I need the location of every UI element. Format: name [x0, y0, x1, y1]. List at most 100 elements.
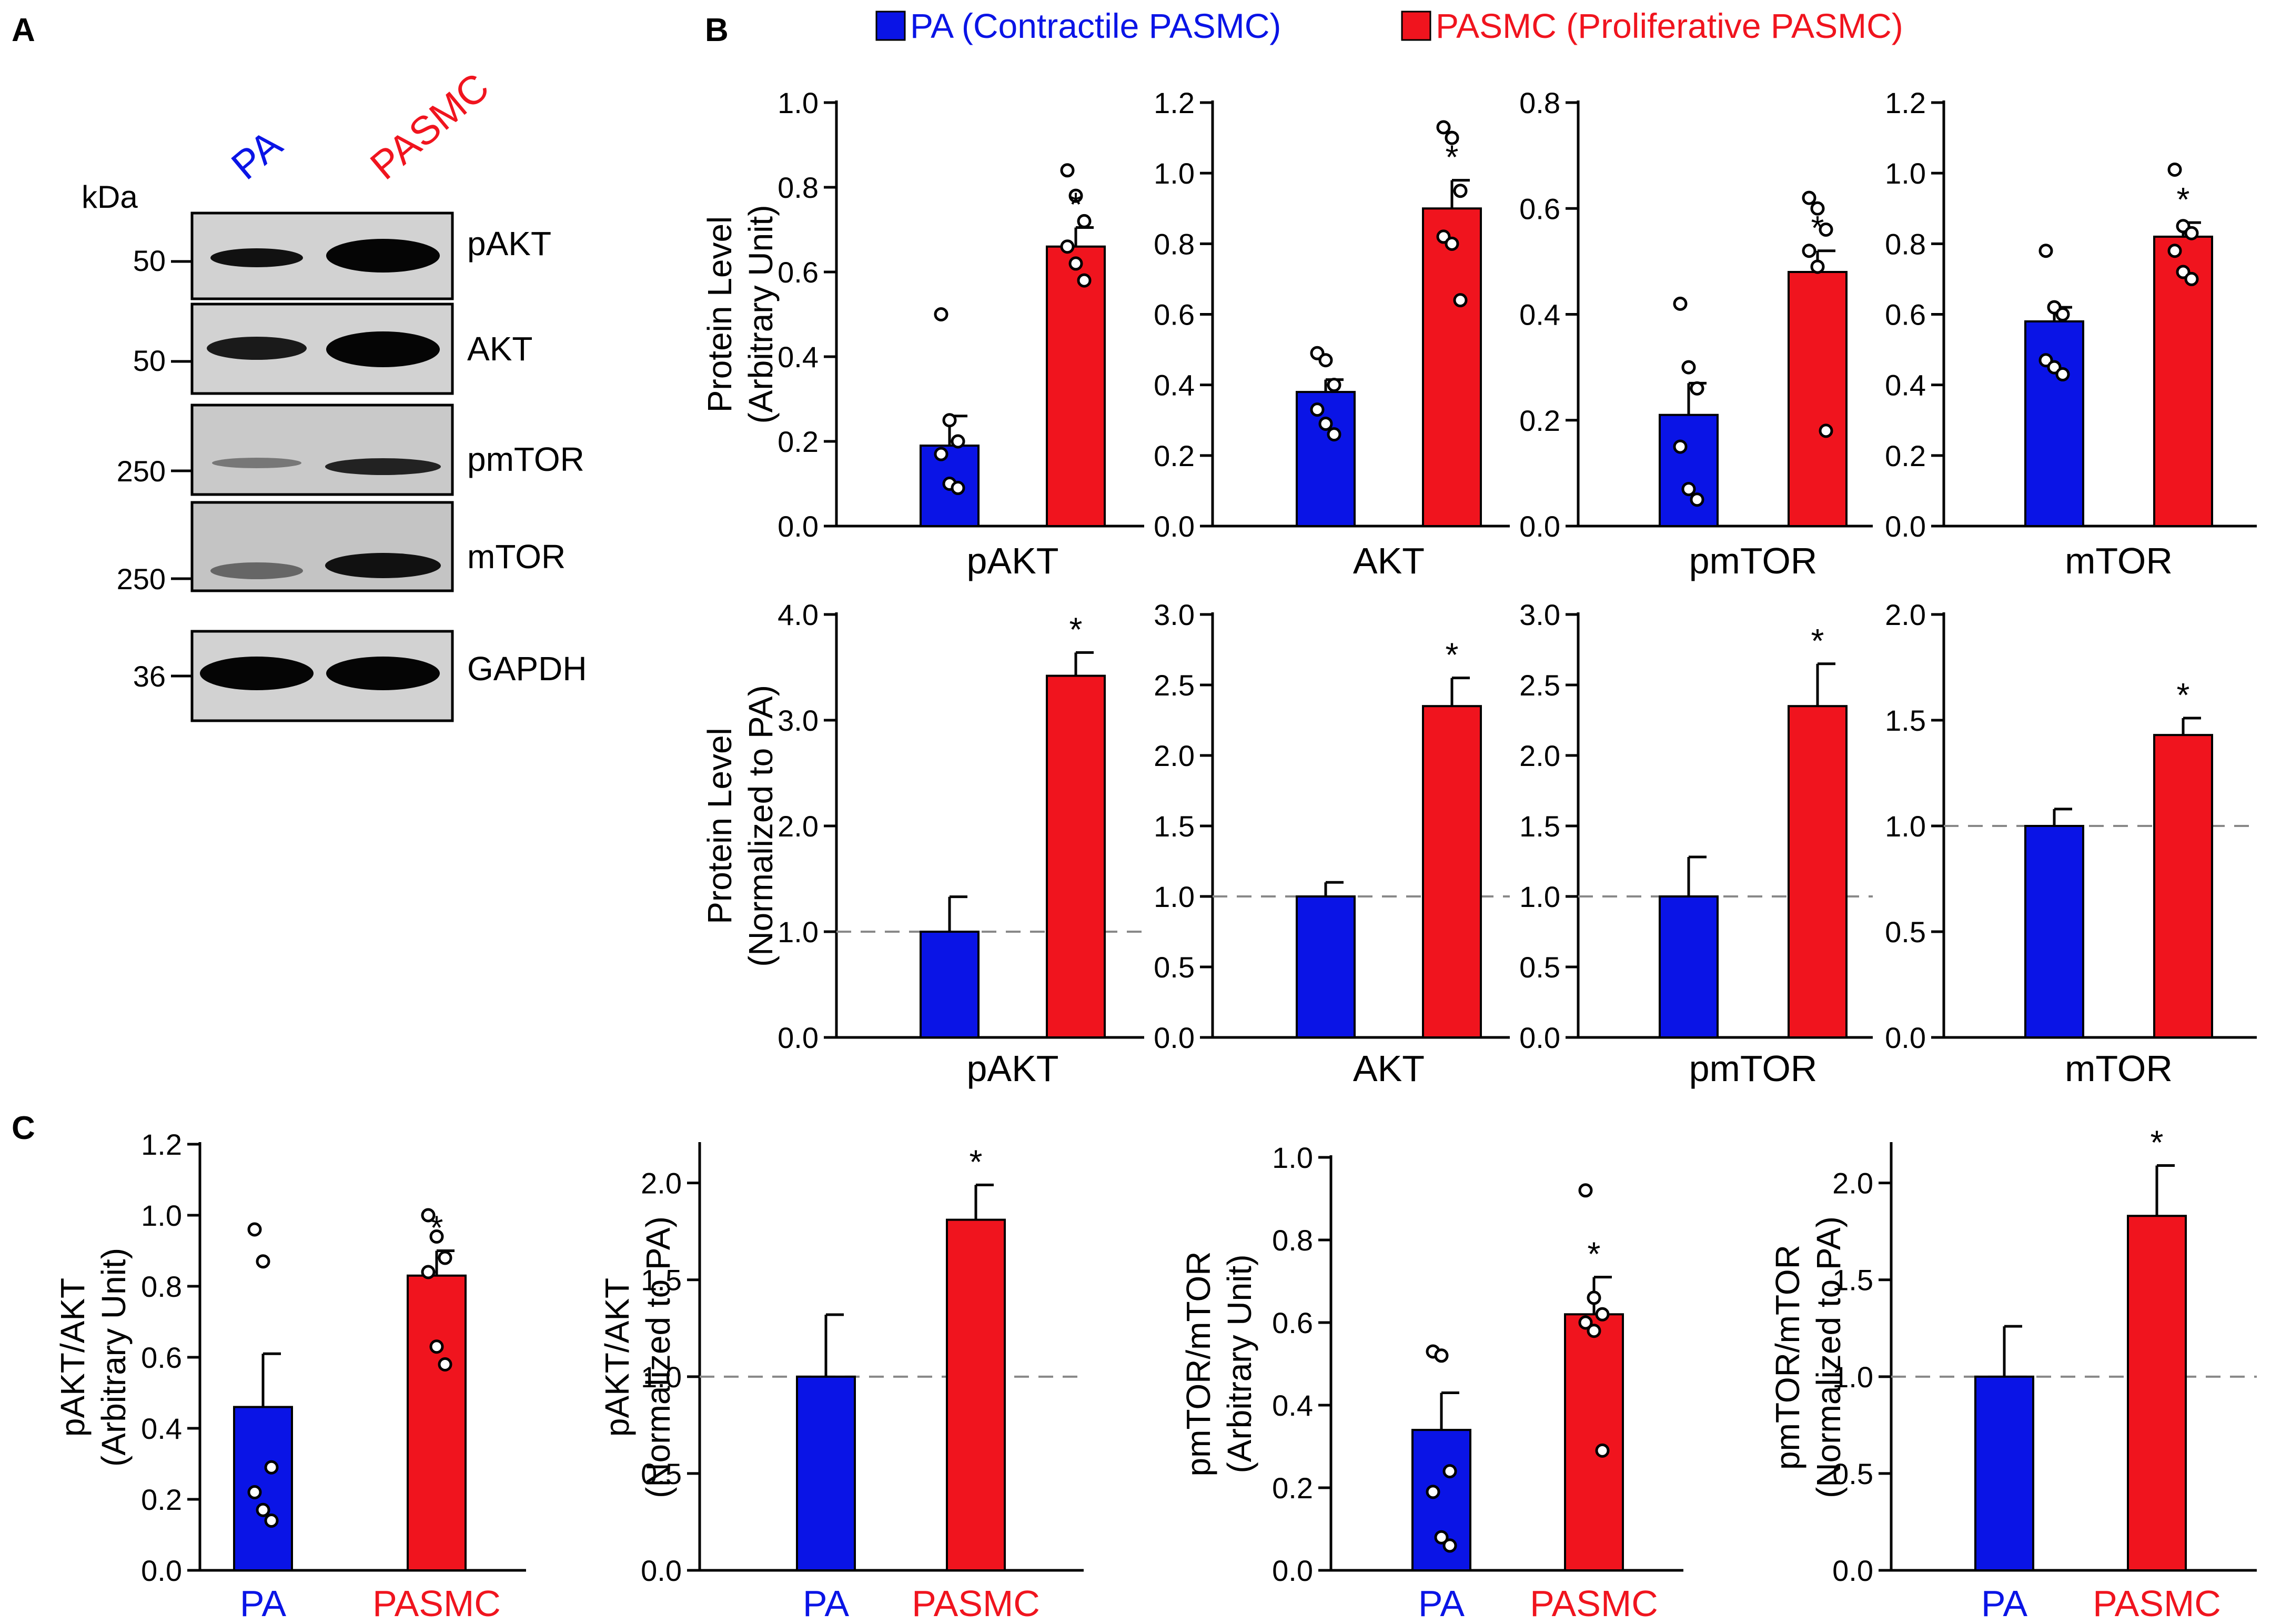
chart-pmtor-mtor-ratio-arbitrary: 0.0 0.2 0.4 0.6 0.8 1.0 * PA PASMC pmTOR/mTOR (Arb…: [1179, 1141, 1683, 1624]
y-tick-label: 0.0: [141, 1554, 182, 1587]
x-axis-label: pAKT: [966, 1048, 1058, 1089]
y-tick-label: 0.2: [778, 425, 819, 458]
y-tick-label: 0.2: [1885, 439, 1926, 472]
y-tick-label: 0.5: [1519, 951, 1560, 984]
chart-pakt-akt-ratio-normalized: 0.0 0.5 1.0 1.5 2.0 * PA PASMC pAKT/AKT (Normaliz…: [598, 1142, 1084, 1624]
panel-label-b: B: [705, 12, 729, 48]
data-point: [429, 1339, 444, 1354]
panel-label-c: C: [12, 1110, 35, 1146]
y-tick-label: 1.2: [1154, 86, 1195, 119]
data-point: [1819, 423, 1833, 438]
bar-pasmc: [1788, 271, 1848, 527]
blot-mw-mtor: 250: [117, 562, 166, 596]
y-tick-label: 0.0: [778, 510, 819, 543]
data-point: [1426, 1485, 1440, 1499]
x-category-pasmc: PASMC: [2093, 1583, 2221, 1624]
significance-marker: *: [2177, 180, 2190, 218]
chart-pakt-normalized: 0.0 1.0 2.0 3.0 4.0 * pAKT Protein Level (Normal…: [701, 598, 1144, 1089]
data-point: [1318, 353, 1333, 368]
bar-pasmc: [1788, 705, 1848, 1038]
data-point: [1453, 184, 1468, 198]
bar-pasmc: [2127, 1215, 2187, 1571]
y-tick-label: 2.0: [641, 1167, 682, 1200]
x-axis-label: AKT: [1353, 1048, 1425, 1089]
significance-marker: *: [2177, 676, 2190, 714]
bar-pa: [920, 445, 980, 527]
data-point: [2055, 307, 2070, 321]
y-tick-label: 0.8: [1519, 86, 1560, 119]
data-point: [951, 434, 965, 449]
data-point: [1690, 381, 1704, 396]
bar-pa: [1411, 1429, 1471, 1572]
y-tick-label: 0.0: [641, 1554, 682, 1587]
data-point: [438, 1250, 452, 1265]
data-point: [1434, 1348, 1449, 1363]
legend-label-pa: PA (Contractile PASMC): [910, 6, 1281, 45]
band-pmtor-pa: [212, 458, 301, 468]
y-axis-label: (Normalized to PA): [1810, 1216, 1848, 1498]
y-tick-label: 0.0: [1519, 510, 1560, 543]
y-axis-label: pAKT/AKT: [598, 1278, 636, 1437]
data-point: [1673, 439, 1688, 454]
y-axis-label: (Arbitrary Unit): [95, 1248, 133, 1467]
y-tick-label: 1.5: [641, 1264, 682, 1297]
significance-marker: *: [1446, 138, 1459, 176]
y-tick-label: 0.4: [1272, 1389, 1313, 1422]
data-point: [2184, 226, 2199, 240]
y-tick-label: 0.5: [1154, 951, 1195, 984]
bar-pasmc: [1422, 207, 1482, 527]
y-axis-label: (Arbitrary Unit): [1220, 1254, 1258, 1473]
y-tick-label: 1.5: [1519, 810, 1560, 843]
data-point: [1060, 163, 1075, 178]
y-tick-label: 0.8: [1885, 227, 1926, 260]
y-tick-label: 3.0: [1154, 598, 1195, 631]
data-point: [1681, 482, 1696, 497]
y-tick-label: 1.0: [1519, 880, 1560, 913]
bar-pasmc: [1046, 674, 1106, 1038]
y-tick-label: 2.5: [1154, 669, 1195, 702]
y-tick-label: 1.0: [641, 1360, 682, 1394]
bar-pasmc: [946, 1218, 1006, 1571]
y-tick-label: 1.5: [1154, 810, 1195, 843]
data-point: [2167, 244, 2182, 258]
y-tick-label: 0.8: [1272, 1224, 1313, 1257]
data-point: [1578, 1315, 1593, 1330]
band-pakt-pa: [210, 248, 303, 267]
data-point: [2055, 367, 2070, 382]
panel-a-western-blot: PA PASMC kDa pAKT 50 AKT 50 pmTOR 250 mT…: [82, 65, 587, 722]
band-mtor-pasmc: [325, 553, 441, 578]
kda-label: kDa: [82, 179, 138, 215]
significance-marker: *: [2151, 1124, 2164, 1162]
y-tick-label: 0.0: [1885, 1021, 1926, 1054]
data-point: [934, 447, 948, 461]
chart-pmtor-mtor-ratio-normalized: 0.0 0.5 1.0 1.5 2.0 * PA PASMC pmTOR/mTOR (Normal…: [1769, 1124, 2257, 1624]
y-tick-label: 1.5: [1832, 1264, 1873, 1297]
y-tick-label: 4.0: [778, 598, 819, 631]
data-point: [1690, 492, 1704, 507]
data-point: [2184, 271, 2199, 286]
bar-pasmc: [407, 1274, 467, 1571]
data-point: [1077, 273, 1092, 288]
y-tick-label: 2.0: [1154, 739, 1195, 772]
y-tick-label: 1.0: [1885, 157, 1926, 190]
chart-akt-arbitrary: 0.0 0.2 0.4 0.6 0.8 1.0 1.2 * AKT: [1154, 86, 1510, 581]
lane-label-pasmc: PASMC: [362, 65, 497, 188]
panel-label-a: A: [12, 12, 35, 48]
data-point: [264, 1460, 279, 1475]
y-tick-label: 0.0: [1519, 1021, 1560, 1054]
y-axis-label: (Normalized to PA): [639, 1216, 677, 1498]
significance-marker: *: [430, 1209, 443, 1247]
data-point: [1434, 1530, 1449, 1545]
y-tick-label: 0.8: [778, 171, 819, 204]
y-tick-label: 3.0: [778, 704, 819, 737]
y-tick-label: 1.5: [1885, 704, 1926, 737]
y-tick-label: 2.0: [1885, 598, 1926, 631]
y-tick-label: 0.4: [1885, 369, 1926, 402]
y-tick-label: 0.6: [141, 1341, 182, 1374]
y-tick-label: 1.0: [1272, 1141, 1313, 1174]
data-point: [942, 413, 957, 428]
significance-marker: *: [970, 1143, 983, 1181]
y-tick-label: 0.8: [141, 1270, 182, 1303]
legend-swatch-pasmc: [1401, 11, 1431, 41]
